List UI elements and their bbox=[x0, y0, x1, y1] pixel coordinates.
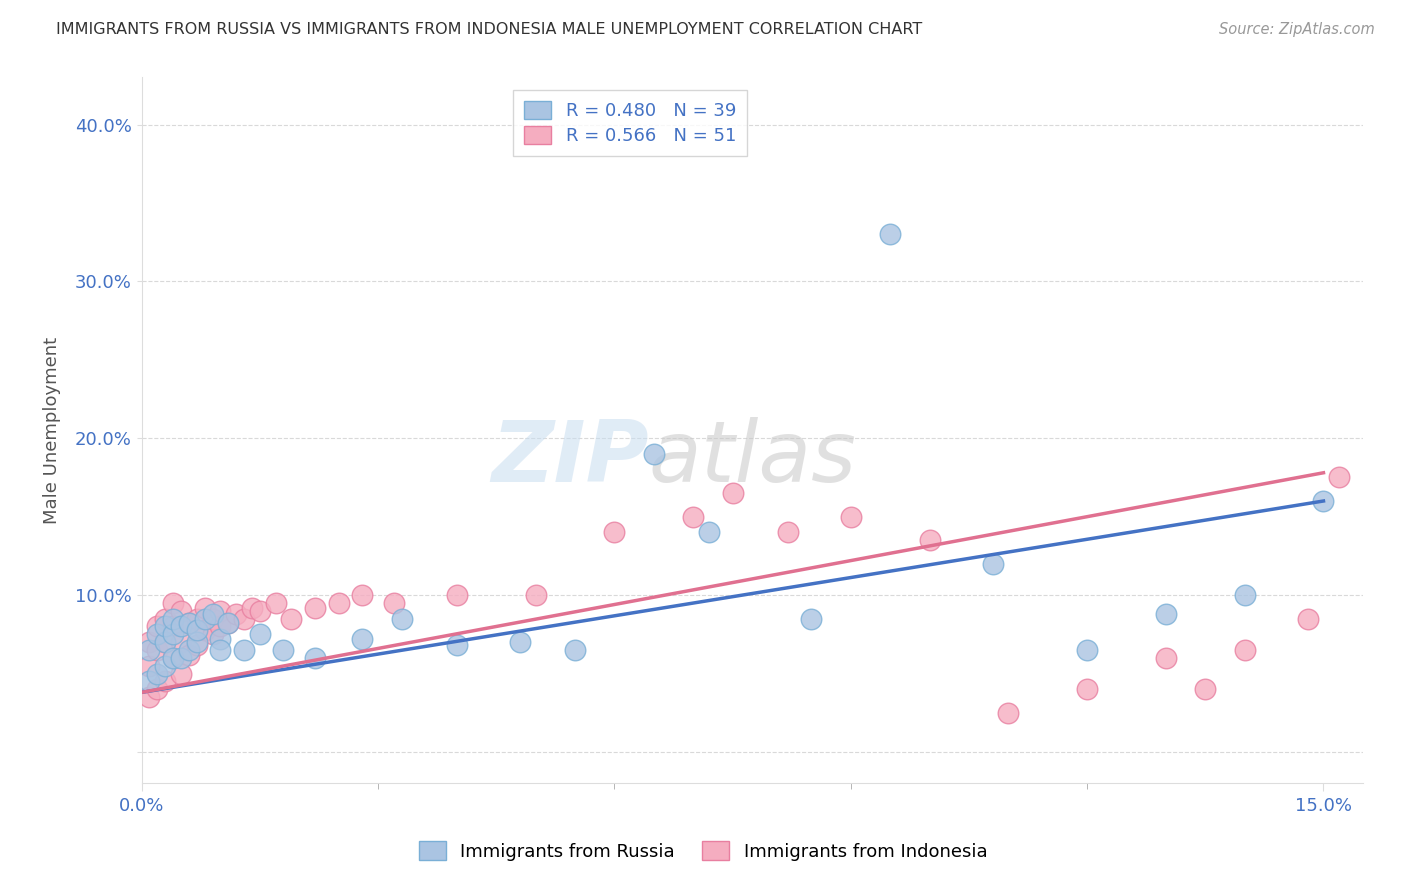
Point bbox=[146, 627, 169, 641]
Point bbox=[446, 588, 468, 602]
Point bbox=[138, 643, 160, 657]
Point bbox=[304, 651, 326, 665]
Point bbox=[446, 638, 468, 652]
Point bbox=[209, 632, 232, 646]
Point bbox=[839, 509, 862, 524]
Point bbox=[697, 525, 720, 540]
Point bbox=[249, 604, 271, 618]
Point bbox=[162, 612, 184, 626]
Point bbox=[1312, 494, 1334, 508]
Point bbox=[233, 612, 256, 626]
Text: Source: ZipAtlas.com: Source: ZipAtlas.com bbox=[1219, 22, 1375, 37]
Point bbox=[1194, 682, 1216, 697]
Text: ZIP: ZIP bbox=[491, 417, 648, 500]
Point bbox=[170, 635, 193, 649]
Point bbox=[186, 623, 208, 637]
Point bbox=[194, 600, 217, 615]
Legend: Immigrants from Russia, Immigrants from Indonesia: Immigrants from Russia, Immigrants from … bbox=[409, 832, 997, 870]
Text: IMMIGRANTS FROM RUSSIA VS IMMIGRANTS FROM INDONESIA MALE UNEMPLOYMENT CORRELATIO: IMMIGRANTS FROM RUSSIA VS IMMIGRANTS FRO… bbox=[56, 22, 922, 37]
Point bbox=[273, 643, 295, 657]
Point bbox=[524, 588, 547, 602]
Point bbox=[1233, 643, 1256, 657]
Point bbox=[879, 227, 901, 242]
Point bbox=[146, 666, 169, 681]
Point bbox=[304, 600, 326, 615]
Point bbox=[186, 612, 208, 626]
Point bbox=[138, 674, 160, 689]
Point bbox=[162, 651, 184, 665]
Point bbox=[186, 635, 208, 649]
Point bbox=[1154, 607, 1177, 621]
Point bbox=[194, 623, 217, 637]
Point bbox=[352, 632, 374, 646]
Point bbox=[1076, 643, 1098, 657]
Point bbox=[177, 616, 200, 631]
Legend: R = 0.480   N = 39, R = 0.566   N = 51: R = 0.480 N = 39, R = 0.566 N = 51 bbox=[513, 90, 747, 156]
Point bbox=[233, 643, 256, 657]
Point bbox=[264, 596, 287, 610]
Text: atlas: atlas bbox=[648, 417, 856, 500]
Point bbox=[155, 612, 177, 626]
Point bbox=[146, 619, 169, 633]
Point bbox=[280, 612, 302, 626]
Point bbox=[981, 557, 1004, 571]
Point bbox=[194, 612, 217, 626]
Point bbox=[146, 643, 169, 657]
Point bbox=[509, 635, 531, 649]
Point bbox=[146, 682, 169, 697]
Point bbox=[138, 635, 160, 649]
Point bbox=[328, 596, 350, 610]
Point bbox=[249, 627, 271, 641]
Point bbox=[162, 596, 184, 610]
Point bbox=[155, 658, 177, 673]
Point bbox=[162, 627, 184, 641]
Point bbox=[217, 616, 239, 631]
Point bbox=[209, 619, 232, 633]
Point bbox=[162, 619, 184, 633]
Point bbox=[155, 619, 177, 633]
Point bbox=[240, 600, 263, 615]
Point bbox=[170, 604, 193, 618]
Point bbox=[1329, 470, 1351, 484]
Point bbox=[209, 643, 232, 657]
Point bbox=[155, 635, 177, 649]
Point bbox=[1154, 651, 1177, 665]
Point bbox=[800, 612, 823, 626]
Point bbox=[138, 658, 160, 673]
Point bbox=[225, 607, 247, 621]
Point bbox=[170, 619, 193, 633]
Point bbox=[186, 638, 208, 652]
Point bbox=[201, 607, 224, 621]
Point bbox=[352, 588, 374, 602]
Point bbox=[201, 612, 224, 626]
Point bbox=[155, 635, 177, 649]
Point bbox=[564, 643, 586, 657]
Point bbox=[177, 616, 200, 631]
Point bbox=[643, 447, 665, 461]
Point bbox=[138, 690, 160, 704]
Point bbox=[170, 666, 193, 681]
Point bbox=[162, 651, 184, 665]
Point bbox=[776, 525, 799, 540]
Point bbox=[997, 706, 1019, 720]
Point bbox=[201, 627, 224, 641]
Point bbox=[217, 616, 239, 631]
Point bbox=[1233, 588, 1256, 602]
Point bbox=[382, 596, 405, 610]
Point bbox=[209, 604, 232, 618]
Point bbox=[391, 612, 413, 626]
Point bbox=[1076, 682, 1098, 697]
Point bbox=[603, 525, 626, 540]
Y-axis label: Male Unemployment: Male Unemployment bbox=[44, 337, 60, 524]
Point bbox=[918, 533, 941, 548]
Point bbox=[1296, 612, 1319, 626]
Point bbox=[170, 651, 193, 665]
Point bbox=[721, 486, 744, 500]
Point bbox=[155, 674, 177, 689]
Point bbox=[177, 648, 200, 662]
Point bbox=[177, 643, 200, 657]
Point bbox=[682, 509, 704, 524]
